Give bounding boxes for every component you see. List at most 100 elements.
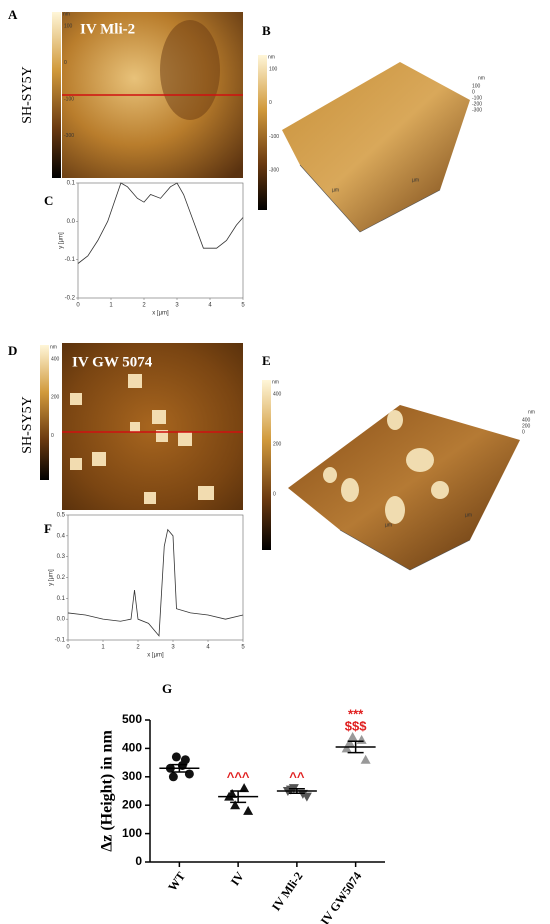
surface-xy-unit: µm xyxy=(465,512,472,518)
x-tick-label: IV xyxy=(228,869,247,888)
y-tick-label: 0 xyxy=(135,854,142,868)
error-bar xyxy=(171,763,188,773)
afm-image xyxy=(62,343,243,510)
y-tick-label: 0.0 xyxy=(57,617,66,623)
colorbar xyxy=(40,345,49,480)
y-tick-label: 200 xyxy=(122,797,142,811)
surface-z-tick: -300 xyxy=(472,107,482,113)
surface-axis xyxy=(339,529,471,571)
row-label: SH-SY5Y xyxy=(20,396,35,454)
y-tick-label: 100 xyxy=(122,826,142,840)
colorbar-tick: 100 xyxy=(269,66,278,72)
error-bar xyxy=(347,740,364,754)
error-bar xyxy=(288,787,305,795)
panel-label: E xyxy=(262,353,271,368)
data-point xyxy=(227,788,238,798)
surface-z-unit: nm xyxy=(478,75,485,81)
y-axis-label: Δz (Height) in nm xyxy=(99,730,116,852)
x-tick-label: 0 xyxy=(66,645,70,651)
particles xyxy=(70,374,214,504)
x-tick-label: 2 xyxy=(136,645,140,651)
colorbar-tick: -100 xyxy=(269,134,279,140)
x-tick-label: 1 xyxy=(109,303,113,309)
afm-texture xyxy=(160,20,220,120)
colorbar-unit: nm xyxy=(272,379,279,385)
significance-mark: $$$ xyxy=(345,718,367,733)
row-label: SH-SY5Y xyxy=(20,66,35,124)
significance-mark: ^^^ xyxy=(227,770,250,785)
surface-z-tick: 200 xyxy=(522,423,531,429)
colorbar-tick: -300 xyxy=(64,133,74,139)
data-point xyxy=(356,734,367,744)
surface-axis xyxy=(299,164,441,233)
colorbar-tick: 0 xyxy=(64,60,67,66)
data-point xyxy=(344,737,355,747)
y-tick-label: -0.2 xyxy=(65,296,76,302)
image-title: IV GW 5074 xyxy=(72,354,153,370)
surface-xy-unit: µm xyxy=(385,522,392,528)
data-point xyxy=(168,772,178,782)
x-tick-label: 3 xyxy=(171,645,175,651)
y-tick-label: 0.4 xyxy=(57,533,66,539)
surface-xy-unit: µm xyxy=(332,187,339,193)
surface-z-tick: -200 xyxy=(472,101,482,107)
x-axis-label: x [µm] xyxy=(147,653,164,659)
x-axis-label: x [µm] xyxy=(152,311,169,317)
y-tick-label: 400 xyxy=(122,741,142,755)
colorbar-unit: nm xyxy=(63,11,70,17)
x-tick-label: 4 xyxy=(208,303,212,309)
panel-label: B xyxy=(262,23,271,38)
surface-particles xyxy=(323,410,449,524)
profile-curve xyxy=(67,528,244,637)
colorbar-tick: -300 xyxy=(269,168,279,174)
colorbar-tick: 100 xyxy=(64,23,73,29)
colorbar-tick: 400 xyxy=(51,356,60,362)
colorbar xyxy=(262,380,271,550)
x-tick-label: IV Mli-2 xyxy=(269,869,306,913)
data-point xyxy=(239,783,250,793)
significance-mark: *** xyxy=(348,706,364,721)
profile-curve xyxy=(77,182,244,264)
y-axis-label: y [µm] xyxy=(49,569,55,586)
surface-z-tick: -100 xyxy=(472,95,482,101)
colorbar-tick: 400 xyxy=(273,391,282,397)
panel-label: G xyxy=(162,681,172,696)
data-point xyxy=(285,785,296,795)
colorbar-tick: 0 xyxy=(51,433,54,439)
surface-z-tick: 0 xyxy=(472,89,475,95)
x-tick-label: IV GW5074 xyxy=(318,869,365,924)
image-title: IV Mli-2 xyxy=(80,21,135,37)
data-point xyxy=(230,800,241,810)
y-tick-label: 300 xyxy=(122,769,142,783)
panel-label: C xyxy=(44,193,53,208)
x-tick-label: 4 xyxy=(206,645,210,651)
colorbar-tick: -100 xyxy=(64,96,74,102)
y-axis-label: y [µm] xyxy=(59,232,65,249)
surface-z-tick: 100 xyxy=(472,83,481,89)
data-point xyxy=(171,752,181,762)
colorbar-unit: nm xyxy=(268,54,275,60)
data-point xyxy=(301,792,312,802)
x-tick-label: 5 xyxy=(241,303,245,309)
colorbar xyxy=(258,55,267,210)
colorbar xyxy=(52,12,61,178)
error-bar xyxy=(230,790,247,804)
data-point xyxy=(360,754,371,764)
y-tick-label: -0.1 xyxy=(55,638,66,644)
colorbar-unit: nm xyxy=(50,344,57,350)
surface-xy-unit: µm xyxy=(412,177,419,183)
panel-label: F xyxy=(44,521,52,536)
colorbar-tick: 0 xyxy=(273,491,276,497)
y-tick-label: 0.5 xyxy=(57,513,66,519)
data-point xyxy=(184,769,194,779)
plot-frame xyxy=(67,514,244,641)
x-tick-label: 3 xyxy=(175,303,179,309)
panel-label: D xyxy=(8,343,17,358)
data-point xyxy=(243,805,254,815)
colorbar-tick: 0 xyxy=(269,100,272,106)
significance-mark: ^^ xyxy=(289,770,305,785)
surface-z-unit: nm xyxy=(528,409,535,415)
data-point xyxy=(341,743,352,753)
x-tick-label: 2 xyxy=(142,303,146,309)
surface-z-tick: 0 xyxy=(522,429,525,435)
